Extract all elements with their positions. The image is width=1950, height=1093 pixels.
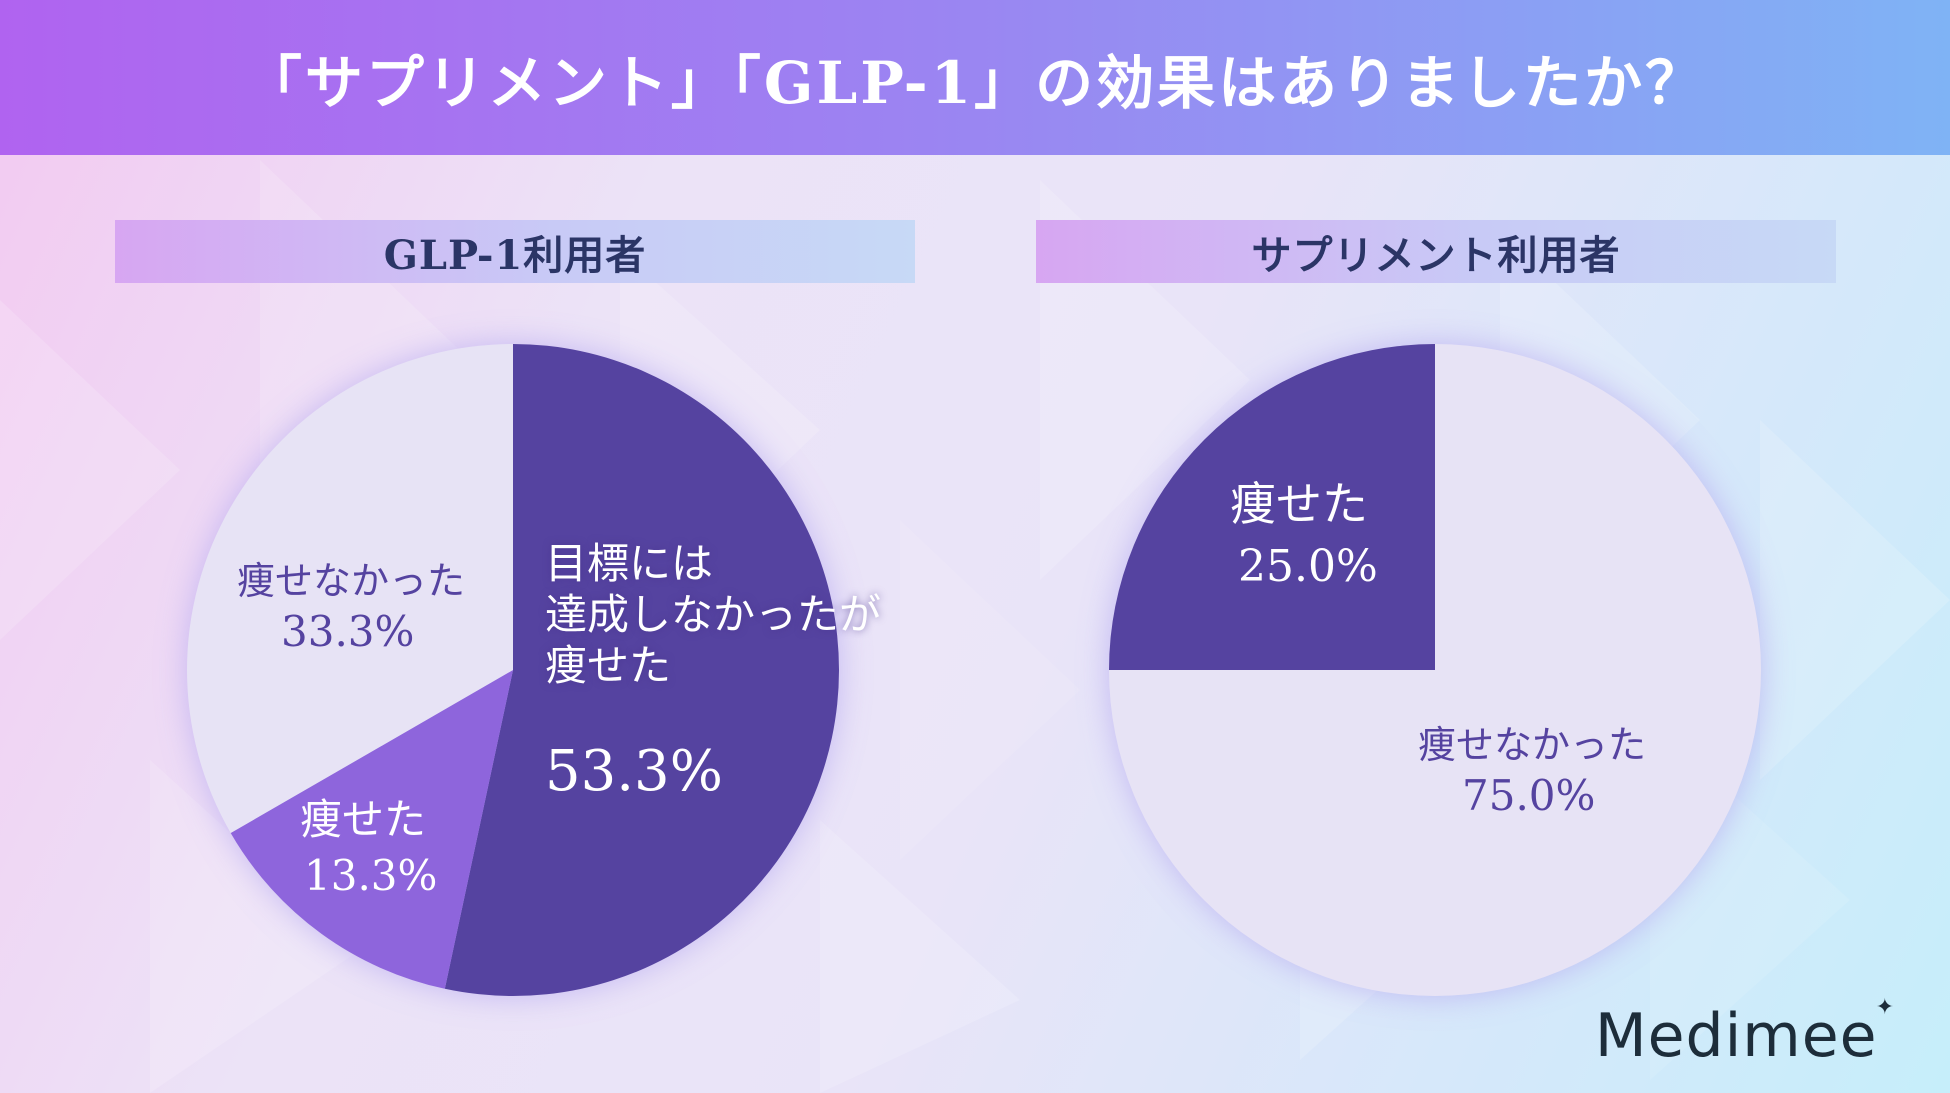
brand-logo-text: Medimee xyxy=(1594,1001,1878,1071)
pie-0-slice-0 xyxy=(444,344,840,996)
chart-1-title-bar: GLP-1利用者 xyxy=(115,220,915,283)
header-bar: 「サプリメント」「GLP-1」の効果はありましたか？ xyxy=(0,0,1950,155)
pie-0-slice-1 xyxy=(230,670,513,989)
pie-0-slice-2 xyxy=(187,344,513,833)
chart-1-slice-value-no-loss: 33.3% xyxy=(281,607,415,656)
chart-2-slice-label-lost-weight: 痩せた xyxy=(1230,477,1368,531)
chart-1-slice-label-lost-weight-goal-unmet: 目標には 達成しなかったが 痩せた xyxy=(545,539,882,691)
pie-chart-glp1 xyxy=(187,344,840,996)
page-title: 「サプリメント」「GLP-1」の効果はありましたか？ xyxy=(243,48,1707,117)
pie-chart-supplement xyxy=(1109,344,1761,996)
chart-2-title-bar: サプリメント利用者 xyxy=(1036,220,1836,283)
chart-1-slice-label-no-loss: 痩せなかった xyxy=(237,559,466,603)
brand-logo: Medimee ✦ xyxy=(1594,995,1895,1071)
chart-1-slice-value-lost-weight: 13.3% xyxy=(304,851,438,900)
chart-2-slice-value-lost-weight: 25.0% xyxy=(1238,541,1378,592)
chart-2-slice-value-no-loss: 75.0% xyxy=(1462,771,1596,820)
chart-2-slice-label-no-loss: 痩せなかった xyxy=(1418,723,1647,767)
pie-1-slice-1 xyxy=(1109,344,1435,670)
sparkle-icon: ✦ xyxy=(1875,995,1895,1020)
chart-1-slice-value-lost-weight-goal-unmet: 53.3% xyxy=(545,739,723,804)
chart-1-title: GLP-1利用者 xyxy=(383,231,647,279)
chart-2-title: サプリメント利用者 xyxy=(1251,231,1621,279)
chart-1-slice-label-lost-weight: 痩せた xyxy=(300,795,427,844)
